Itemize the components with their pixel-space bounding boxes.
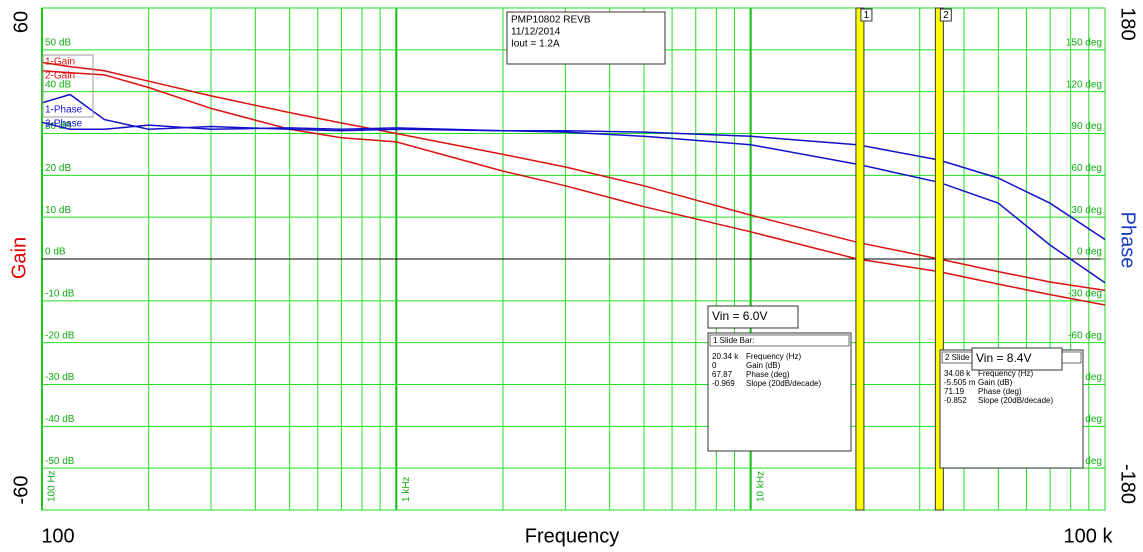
legend: 1-Gain 2-Gain 1-Phase 2-Phase — [42, 54, 94, 130]
y-tick-label: 0 dB — [45, 247, 66, 258]
info-line: 11/12/2014 — [511, 27, 561, 38]
slide-value: -5.505 m — [944, 378, 976, 387]
slide-value: 20.34 k — [712, 352, 739, 361]
slide-field: Frequency (Hz) — [746, 352, 801, 361]
slide-value: 34.08 k — [944, 369, 971, 378]
slide-value: 71.19 — [944, 387, 965, 396]
y2-tick-label: 60 deg — [1071, 163, 1102, 174]
y2-tick-label: -90 deg — [1068, 372, 1102, 383]
vin-label: Vin = 6.0V — [712, 309, 768, 323]
y2-max-label: 180 — [1117, 7, 1139, 40]
y-tick-label: -40 dB — [45, 414, 75, 425]
cursor-tag — [939, 8, 952, 22]
y-tick-label: 10 dB — [45, 205, 71, 216]
y2-tick-label: -60 deg — [1068, 330, 1102, 341]
y2-tick-label: 150 deg — [1066, 37, 1102, 48]
slide-field: Frequency (Hz) — [978, 369, 1033, 378]
legend-entry: 2-Phase — [45, 119, 83, 130]
slide-value: 0 — [712, 361, 717, 370]
x-axis-title: Frequency — [525, 525, 620, 547]
y-tick-label: 20 dB — [45, 163, 71, 174]
y-tick-label: -30 dB — [45, 372, 75, 383]
slide-value: 67.87 — [712, 370, 733, 379]
y-tick-label: 50 dB — [45, 37, 71, 48]
vin-label: Vin = 8.4V — [976, 351, 1032, 365]
legend-box — [42, 54, 94, 118]
slide-field: Phase (deg) — [746, 370, 790, 379]
slide-box-title: 2 Slide Bar: — [945, 353, 986, 362]
y2-axis-title: Phase — [1117, 212, 1139, 269]
x-tick-label: 1 kHz — [401, 476, 412, 502]
vin-box — [707, 305, 799, 329]
slide-box-header — [709, 334, 850, 347]
slide-field: Phase (deg) — [978, 387, 1022, 396]
slide-field: Gain (dB) — [746, 361, 781, 370]
y2-tick-label: 30 deg — [1071, 205, 1102, 216]
slide-box — [707, 332, 852, 452]
y2-min-label: -180 — [1117, 464, 1139, 504]
y-tick-label: -10 dB — [45, 288, 75, 299]
slide-value: -0.852 — [944, 396, 967, 405]
series-line — [41, 70, 1106, 306]
cursor-tag — [860, 8, 873, 22]
y2-tick-label: 90 deg — [1071, 121, 1102, 132]
legend-entry: 1-Gain — [45, 57, 75, 68]
y-tick-label: 40 dB — [45, 79, 71, 90]
y2-tick-label: 120 deg — [1066, 79, 1102, 90]
y-axis-title: Gain — [8, 237, 30, 279]
cursor-label: 1 — [864, 10, 870, 21]
slide-field: Slope (20dB/decade) — [746, 379, 822, 388]
info-line: Iout = 1.2A — [511, 39, 560, 50]
y-max-label: 60 — [10, 11, 32, 33]
y-tick-label: -20 dB — [45, 330, 75, 341]
y-tick-label: -50 dB — [45, 456, 75, 467]
x-max-label: 100 k — [1064, 525, 1114, 547]
y2-tick-label: -30 deg — [1068, 288, 1102, 299]
series-line — [41, 121, 1106, 241]
legend-entry: 2-Gain — [45, 71, 75, 82]
cursor-label: 2 — [943, 10, 949, 21]
legend-entry: 1-Phase — [45, 105, 83, 116]
y-min-label: -60 — [10, 476, 32, 505]
info-box — [506, 11, 666, 65]
series-line — [41, 61, 1106, 292]
slide-field: Slope (20dB/decade) — [978, 396, 1054, 405]
vin-box — [971, 347, 1063, 371]
slide-value: -0.969 — [712, 379, 735, 388]
x-tick-label: 10 kHz — [755, 471, 766, 502]
y2-tick-label: 0 deg — [1077, 247, 1102, 258]
slide-box-title: 1 Slide Bar: — [713, 336, 754, 345]
x-min-label: 100 — [41, 525, 74, 547]
cursor-bar — [934, 7, 944, 511]
slide-field: Gain (dB) — [978, 378, 1013, 387]
plot-frame — [41, 7, 1106, 511]
info-line: PMP10802 REVB — [511, 15, 591, 26]
cursor-bar — [855, 7, 865, 511]
x-tick-label: 100 Hz — [47, 470, 58, 502]
